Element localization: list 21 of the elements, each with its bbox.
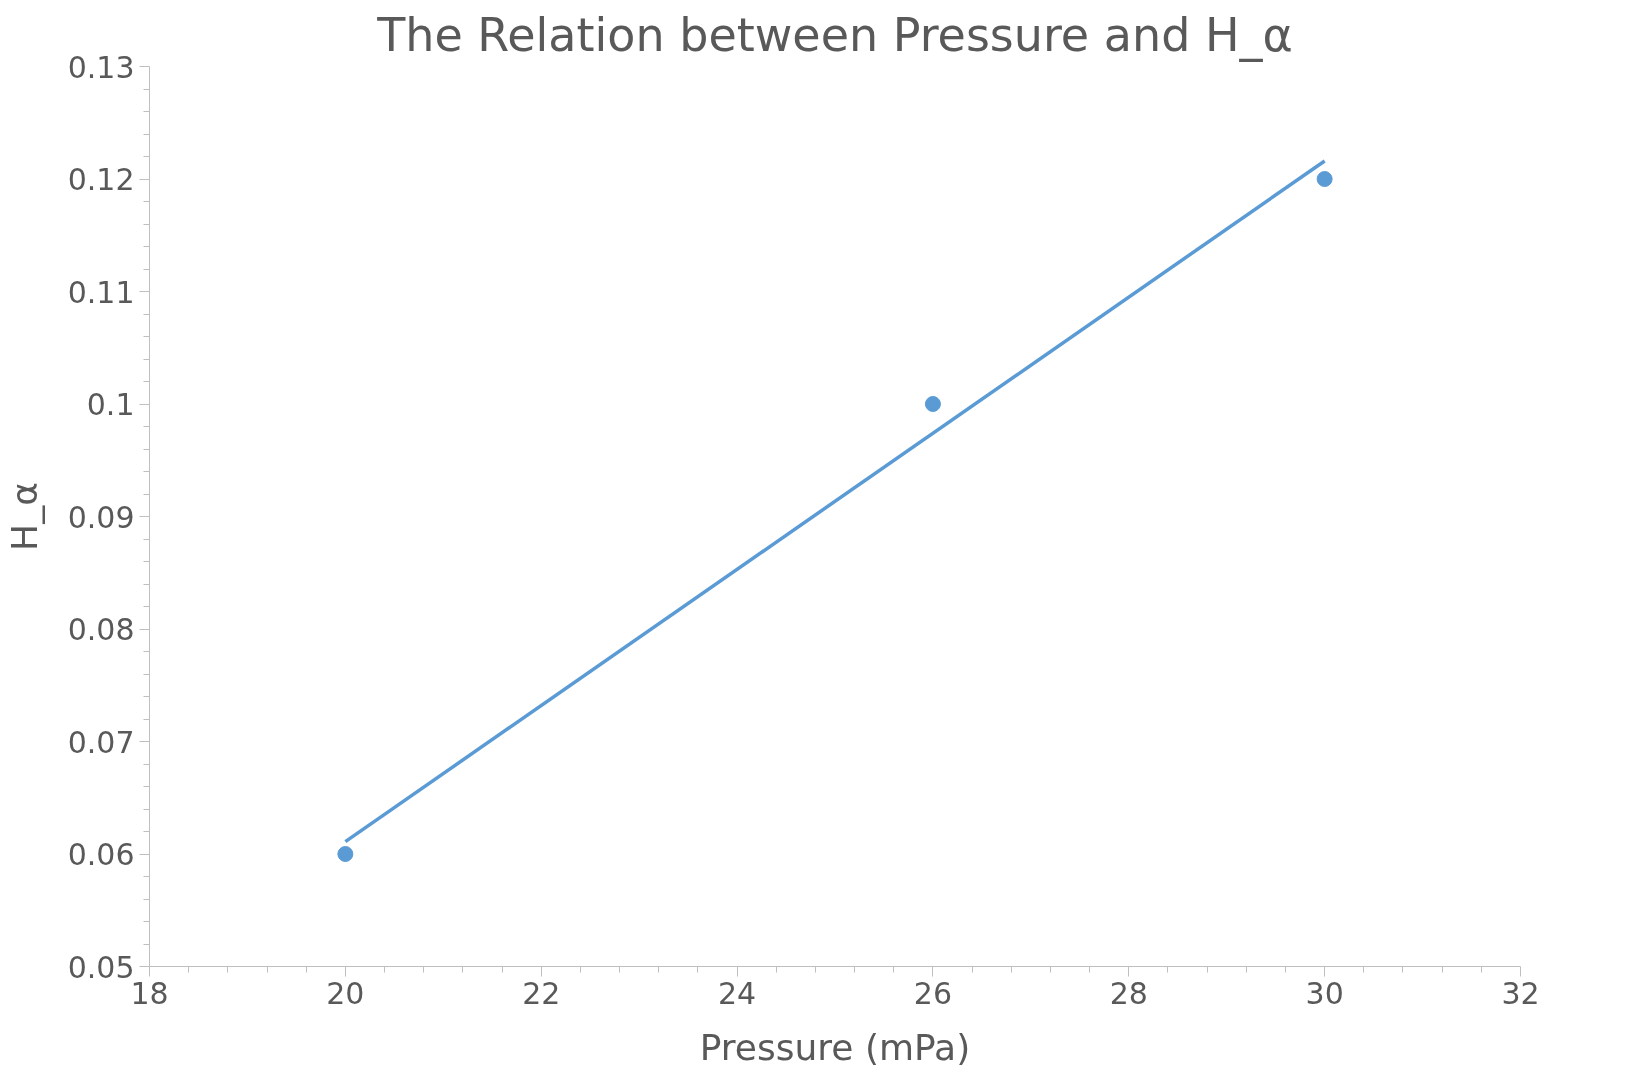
y-tick-label: 0.13 xyxy=(67,49,135,85)
y-tick-label: 0.1 xyxy=(86,387,135,422)
y-tick-label: 0.07 xyxy=(67,724,135,760)
x-axis-title: Pressure (mPa) xyxy=(699,1026,971,1068)
y-tick-label: 0.09 xyxy=(67,499,135,535)
x-tick-label: 30 xyxy=(1305,975,1344,1011)
y-axis-title: H_α xyxy=(3,482,45,551)
y-tick-label: 0.08 xyxy=(67,612,135,647)
x-tick-label: 28 xyxy=(1109,975,1148,1011)
x-tick-label: 20 xyxy=(326,975,365,1011)
chart-title: The Relation between Pressure and H_α xyxy=(376,7,1293,62)
x-tick-label: 26 xyxy=(913,975,953,1011)
y-tick-label: 0.11 xyxy=(67,274,135,310)
point xyxy=(337,846,354,862)
point xyxy=(1316,171,1333,187)
x-tick-label: 22 xyxy=(522,975,561,1011)
point xyxy=(924,396,941,412)
y-tick-label: 0.12 xyxy=(67,162,135,197)
x-tick-label: 24 xyxy=(717,975,757,1011)
x-tick-label: 32 xyxy=(1501,975,1540,1011)
y-tick-label: 0.06 xyxy=(67,837,135,872)
